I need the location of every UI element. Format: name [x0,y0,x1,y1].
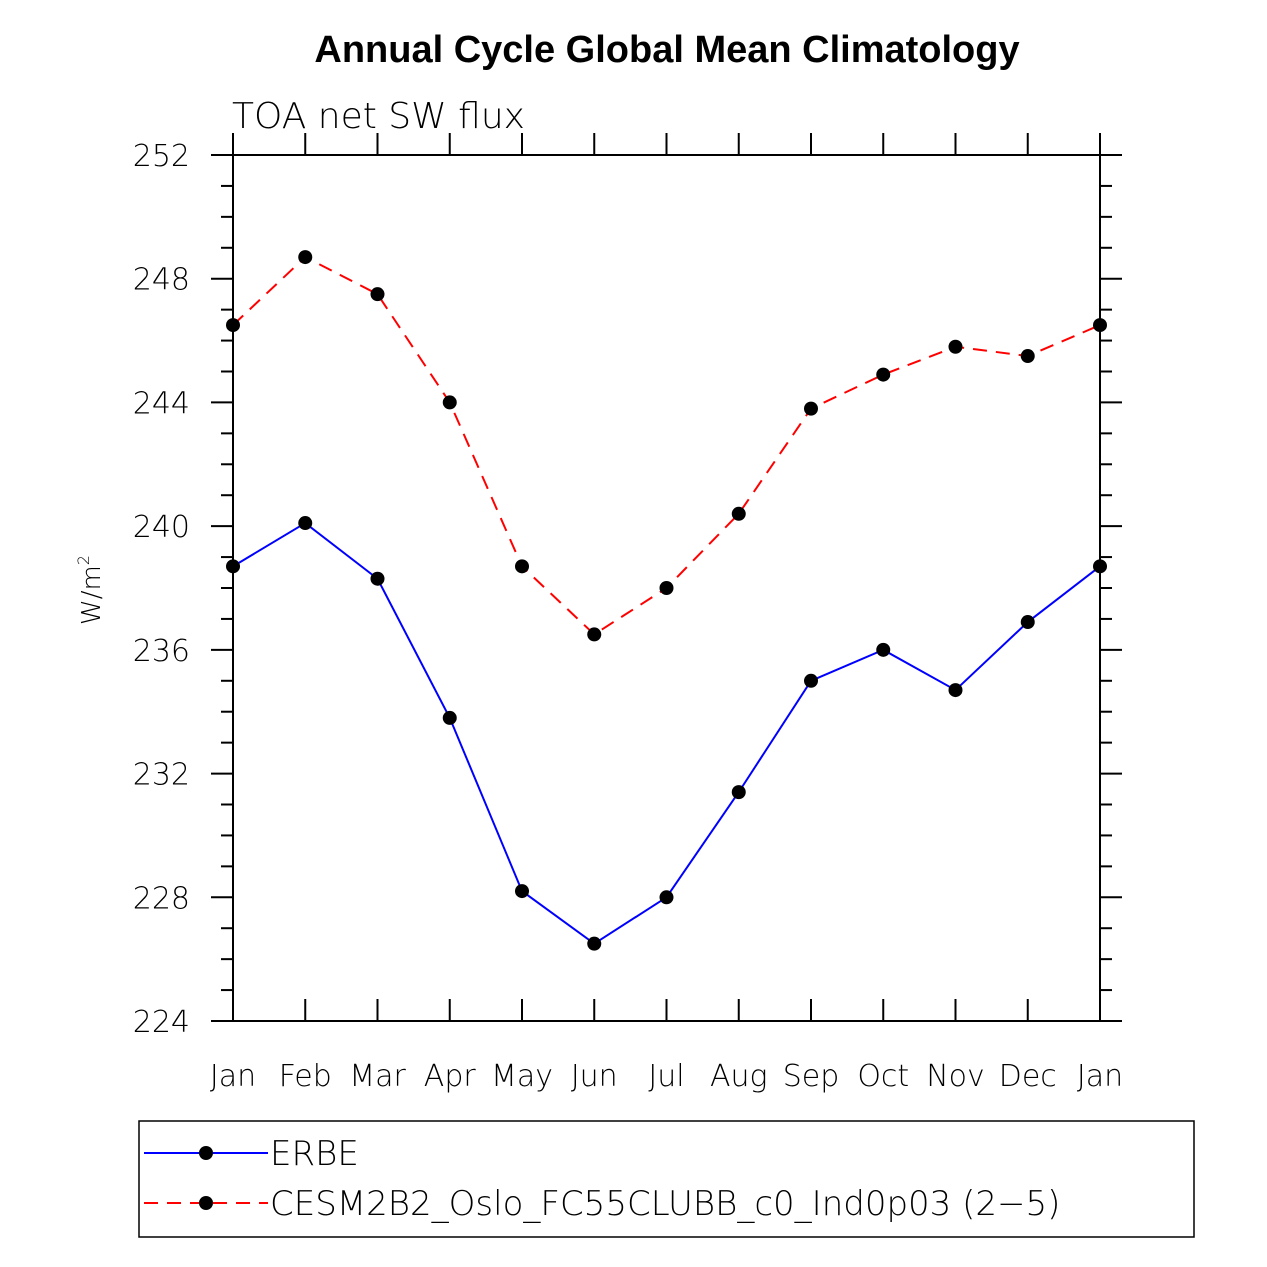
y-tick-label: 232 [133,758,190,793]
data-point [876,367,891,382]
x-tick-labels: Jan Feb Mar Apr May Jun Jul Aug Sep Oct Nov Dec Jan [210,1059,1123,1094]
legend-box [138,1120,1195,1238]
legend-marker [199,1146,213,1160]
data-point [587,627,602,642]
series-layer [226,250,1107,951]
x-tick-label: Nov [926,1059,985,1094]
chart-subtitle: TOA net SW flux [232,96,525,137]
y-tick-label: 236 [133,634,190,669]
x-tick-label: Jan [1077,1059,1123,1094]
data-point [298,250,313,265]
data-point [948,339,963,354]
data-point [731,506,746,521]
y-axis-label-superscript: 2 [74,555,93,565]
y-tick-label: 252 [133,139,190,174]
data-point [948,683,963,698]
x-tick-label: Sep [783,1059,840,1094]
y-tick-labels: 224 228 232 236 240 244 248 252 [133,139,190,1040]
y-tick-label: 224 [133,1005,190,1040]
data-point [587,936,602,951]
data-point [442,395,457,410]
y-tick-label: 228 [133,881,190,916]
data-point [659,890,674,905]
data-point [370,571,385,586]
legend-label: ERBE [270,1134,359,1174]
x-tick-label: Jun [571,1059,618,1094]
x-tick-label: Apr [424,1059,477,1094]
data-point [804,401,818,416]
series-line-2 [232,255,1101,636]
x-tick-label: Dec [999,1059,1057,1094]
data-point [1020,615,1035,630]
data-point [515,559,529,574]
plot-frame [232,154,1101,1022]
x-tick-label: May [491,1059,553,1094]
legend-marker [199,1196,213,1210]
data-point [1020,349,1035,364]
data-point [876,642,891,657]
chart-title: Annual Cycle Global Mean Climatology [314,29,1019,71]
x-tick-label: Oct [857,1059,909,1094]
svg-text:W/m2: W/m2 [74,555,107,625]
data-point [659,581,674,595]
x-tick-label: Mar [349,1059,406,1094]
y-axis-label: W/m2 [74,555,107,625]
data-point [515,884,529,899]
x-tick-label: Feb [279,1059,332,1094]
data-point [442,710,457,725]
x-tick-label: Jul [648,1059,684,1094]
axis-ticks [211,133,1122,1022]
x-tick-label: Aug [710,1059,768,1094]
y-tick-label: 248 [133,263,190,298]
legend-label: CESM2B2_Oslo_FC55CLUBB_c0_Ind0p03 (2−5) [270,1184,1060,1224]
y-tick-label: 240 [133,510,190,545]
y-axis-label-text: W/m [77,565,107,625]
data-point [370,287,385,302]
data-point [731,785,746,800]
data-point [804,673,818,688]
x-tick-label: Jan [210,1059,256,1094]
legend: ERBE CESM2B2_Oslo_FC55CLUBB_c0_Ind0p03 (2… [138,1120,1195,1238]
data-point [298,516,313,531]
y-tick-label: 244 [133,386,190,421]
